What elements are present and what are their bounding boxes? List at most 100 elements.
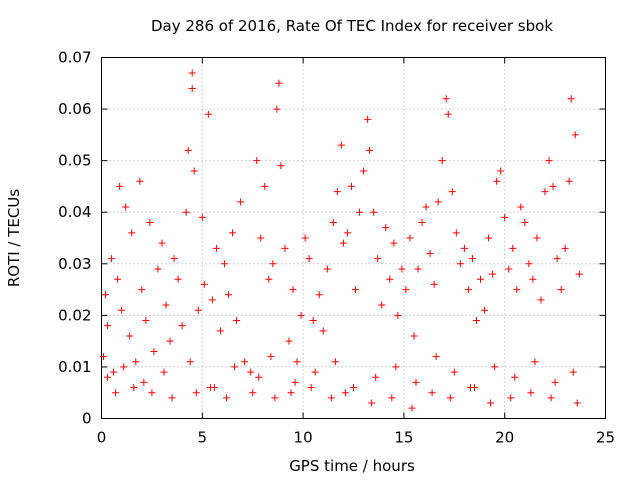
y-tick-label: 0.03: [58, 255, 91, 273]
data-point: [287, 389, 295, 397]
data-points-layer: [100, 69, 583, 412]
data-point: [323, 265, 331, 273]
data-point: [575, 270, 583, 278]
data-point: [412, 378, 420, 386]
y-tick-label: 0: [82, 410, 92, 428]
data-point: [331, 358, 339, 366]
data-point: [220, 260, 228, 268]
data-point: [200, 280, 208, 288]
data-point: [281, 244, 289, 252]
data-point: [368, 399, 376, 407]
data-point: [237, 198, 245, 206]
data-point: [468, 255, 476, 263]
x-tick-label: 20: [495, 429, 514, 447]
data-point: [553, 255, 561, 263]
data-point: [150, 347, 158, 355]
data-point: [434, 198, 442, 206]
data-point: [541, 188, 549, 196]
data-point: [154, 265, 162, 273]
data-point: [118, 306, 126, 314]
data-point: [329, 219, 337, 227]
data-point: [138, 286, 146, 294]
data-point: [140, 378, 148, 386]
data-point: [426, 249, 434, 257]
data-point: [477, 275, 485, 283]
data-point: [446, 394, 454, 402]
data-point: [517, 203, 525, 211]
data-point: [233, 317, 241, 325]
data-point: [438, 157, 446, 165]
data-point: [168, 394, 176, 402]
data-point: [204, 110, 212, 118]
data-point: [509, 244, 517, 252]
data-point: [291, 378, 299, 386]
y-tick-label: 0.01: [58, 358, 91, 376]
data-point: [257, 234, 265, 242]
data-point: [142, 317, 150, 325]
data-point: [418, 219, 426, 227]
data-point: [160, 368, 168, 376]
data-point: [128, 229, 136, 237]
data-point: [114, 275, 122, 283]
data-point: [225, 291, 233, 299]
data-point: [277, 162, 285, 170]
data-point: [122, 203, 130, 211]
data-point: [529, 275, 537, 283]
data-point: [531, 358, 539, 366]
data-point: [402, 286, 410, 294]
y-tick-label: 0.05: [58, 152, 91, 170]
ticks-layer: 0 0.01 0.02 0.03 0.04 0.05 0.06 0.07 0 5 10 15 20 25: [58, 49, 615, 447]
data-point: [253, 157, 261, 165]
data-point: [132, 358, 140, 366]
data-point: [567, 95, 575, 103]
data-point: [104, 373, 112, 381]
data-point: [432, 353, 440, 361]
data-point: [414, 265, 422, 273]
data-point: [422, 203, 430, 211]
data-point: [112, 389, 120, 397]
data-point: [406, 234, 414, 242]
x-tick-label: 0: [97, 429, 107, 447]
data-point: [571, 131, 579, 139]
data-point: [472, 317, 480, 325]
data-point: [192, 389, 200, 397]
data-point: [360, 167, 368, 175]
data-point: [275, 79, 283, 87]
data-point: [350, 384, 357, 392]
data-point: [309, 317, 317, 325]
data-point: [569, 368, 577, 376]
data-point: [573, 399, 581, 407]
data-point: [285, 337, 293, 345]
data-point: [460, 244, 468, 252]
data-point: [267, 353, 275, 361]
data-point: [545, 157, 553, 165]
grid-layer: [101, 57, 606, 419]
data-point: [190, 167, 198, 175]
data-point: [261, 182, 269, 190]
data-point: [301, 234, 309, 242]
data-point: [184, 146, 192, 154]
data-point: [222, 394, 230, 402]
data-point: [247, 368, 255, 376]
data-point: [102, 291, 110, 299]
data-point: [265, 275, 273, 283]
data-point: [116, 182, 124, 190]
data-point: [491, 363, 499, 371]
data-point: [315, 291, 323, 299]
data-point: [565, 177, 573, 185]
data-point: [388, 394, 396, 402]
data-point: [442, 95, 450, 103]
data-point: [198, 213, 206, 221]
plot-frame: [101, 57, 606, 419]
data-point: [466, 384, 474, 392]
data-point: [378, 301, 386, 309]
y-tick-label: 0.02: [58, 306, 91, 324]
data-point: [513, 286, 521, 294]
data-point: [170, 255, 178, 263]
data-point: [372, 373, 380, 381]
data-point: [327, 394, 335, 402]
y-tick-label: 0.07: [58, 49, 91, 67]
x-tick-label: 25: [596, 429, 615, 447]
data-point: [444, 110, 452, 118]
data-point: [352, 286, 360, 294]
